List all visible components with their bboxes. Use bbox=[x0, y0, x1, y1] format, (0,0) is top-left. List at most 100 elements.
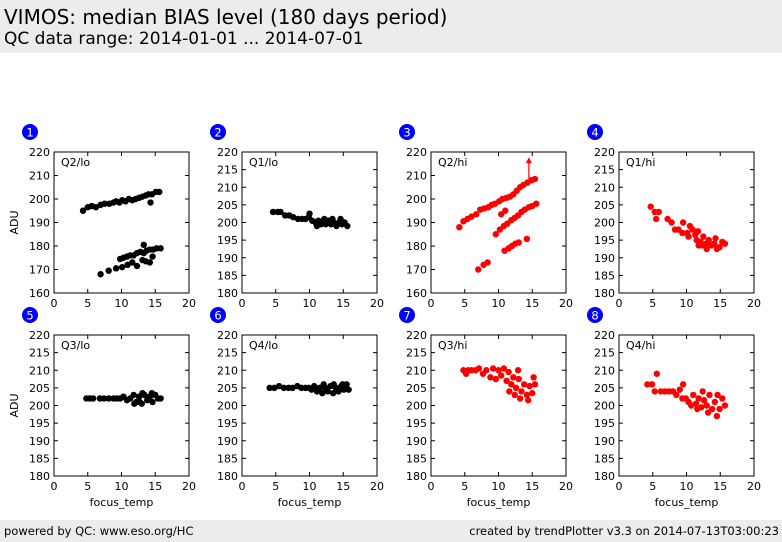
data-point bbox=[652, 215, 660, 223]
data-point bbox=[340, 386, 348, 393]
panel-number-label: 6 bbox=[214, 309, 221, 323]
data-point bbox=[716, 405, 723, 413]
data-point bbox=[703, 402, 710, 409]
data-point bbox=[695, 395, 702, 402]
data-point bbox=[531, 175, 539, 183]
panel-number-badge bbox=[399, 124, 415, 140]
data-point bbox=[712, 235, 719, 242]
x-tick-label: 10 bbox=[303, 480, 317, 493]
y-tick-label: 220 bbox=[217, 146, 238, 159]
data-point bbox=[529, 389, 536, 397]
x-tick-label: 5 bbox=[272, 480, 279, 493]
panel-number-badge bbox=[22, 307, 38, 323]
panel-number-label: 1 bbox=[26, 126, 33, 140]
data-point bbox=[329, 215, 336, 223]
scatter-panel-4: 0 5 10 15 20 180 185 190 195 200 205 210 215 220 Q1/hi… bbox=[587, 124, 761, 310]
data-point bbox=[704, 409, 712, 416]
y-tick-label: 205 bbox=[594, 382, 615, 395]
x-tick-label: 10 bbox=[492, 480, 506, 493]
panel-number-badge bbox=[587, 124, 603, 140]
data-point bbox=[518, 388, 525, 395]
data-point bbox=[475, 266, 482, 273]
data-point bbox=[112, 265, 120, 272]
data-point bbox=[105, 267, 112, 274]
data-point bbox=[100, 395, 108, 402]
x-tick-label: 0 bbox=[51, 297, 58, 310]
plot-frame bbox=[53, 151, 190, 294]
x-tick-label: 15 bbox=[336, 480, 350, 493]
y-tick-label: 195 bbox=[217, 234, 238, 247]
data-point bbox=[508, 381, 515, 388]
data-point bbox=[706, 391, 713, 399]
scatter-panel-6: 0 5 10 15 20 180 185 190 195 200 205 210 215 220 Q4/lo… bbox=[210, 307, 384, 509]
data-point bbox=[651, 388, 658, 395]
y-tick-label: 195 bbox=[29, 417, 50, 430]
footer-created-by: created by trendPlotter v3.3 on 2014-07-… bbox=[469, 524, 779, 538]
x-tick-label: 5 bbox=[461, 480, 468, 493]
panel-number-label: 8 bbox=[591, 309, 598, 323]
x-tick-label: 0 bbox=[239, 297, 246, 310]
data-point bbox=[146, 259, 154, 266]
panel-number-badge bbox=[210, 124, 226, 140]
data-point bbox=[339, 381, 346, 388]
data-point bbox=[510, 374, 517, 381]
data-point bbox=[511, 391, 518, 399]
data-point bbox=[668, 219, 675, 226]
y-tick-label: 190 bbox=[217, 435, 238, 448]
header-bar: VIMOS: median BIAS level (180 days perio… bbox=[0, 0, 782, 53]
y-tick-label: 170 bbox=[406, 264, 427, 277]
panel-number-label: 4 bbox=[591, 126, 598, 140]
x-tick-label: 0 bbox=[51, 480, 58, 493]
data-point bbox=[492, 231, 499, 238]
scatter-panel-7: 0 5 10 15 20 180 185 190 195 200 205 210 215 220 Q3/hi… bbox=[399, 307, 573, 509]
plot-frame bbox=[618, 151, 755, 294]
y-tick-label: 180 bbox=[29, 470, 50, 483]
y-tick-label: 190 bbox=[594, 252, 615, 265]
x-tick-label: 20 bbox=[559, 480, 573, 493]
scatter-panel-2: 0 5 10 15 20 180 185 190 195 200 205 210 215 220 Q1/lo… bbox=[210, 124, 384, 310]
data-point bbox=[306, 210, 313, 217]
data-point bbox=[129, 259, 136, 266]
data-point bbox=[101, 200, 108, 207]
data-point bbox=[692, 400, 700, 407]
page-title: VIMOS: median BIAS level (180 days perio… bbox=[4, 5, 448, 29]
y-tick-label: 215 bbox=[594, 347, 615, 360]
data-point bbox=[475, 365, 483, 372]
panel-number-badge bbox=[22, 124, 38, 140]
data-point bbox=[133, 262, 141, 270]
y-tick-label: 190 bbox=[217, 252, 238, 265]
y-tick-label: 220 bbox=[594, 329, 615, 342]
y-tick-label: 210 bbox=[217, 364, 238, 377]
data-point bbox=[505, 368, 512, 376]
y-tick-label: 210 bbox=[594, 181, 615, 194]
panel-number-label: 2 bbox=[214, 126, 221, 140]
y-tick-label: 215 bbox=[594, 164, 615, 177]
data-point bbox=[525, 397, 532, 404]
y-tick-label: 170 bbox=[29, 264, 50, 277]
y-tick-label: 210 bbox=[29, 364, 50, 377]
data-point bbox=[149, 398, 156, 406]
data-point bbox=[139, 389, 146, 397]
y-tick-label: 185 bbox=[406, 452, 427, 465]
data-point bbox=[337, 215, 344, 223]
data-point bbox=[79, 207, 87, 214]
y-tick-label: 195 bbox=[406, 417, 427, 430]
x-tick-label: 10 bbox=[492, 297, 506, 310]
scatter-panel-3: 0 5 10 15 20 160 170 180 190 200 210 220 Q2/hi 3 bbox=[399, 124, 573, 310]
x-tick-label: 20 bbox=[182, 480, 196, 493]
x-tick-label: 5 bbox=[461, 297, 468, 310]
y-tick-label: 215 bbox=[406, 347, 427, 360]
panel-label: Q3/hi bbox=[438, 339, 467, 352]
y-tick-label: 220 bbox=[594, 146, 615, 159]
scatter-panel-8: 0 5 10 15 20 180 185 190 195 200 205 210 215 220 Q4/hi… bbox=[587, 307, 761, 509]
data-point bbox=[690, 391, 697, 399]
y-tick-label: 210 bbox=[406, 364, 427, 377]
data-point bbox=[319, 389, 326, 397]
x-tick-label: 0 bbox=[616, 480, 623, 493]
y-tick-label: 205 bbox=[594, 199, 615, 212]
y-tick-label: 200 bbox=[406, 193, 427, 206]
data-point bbox=[655, 208, 663, 216]
y-tick-label: 195 bbox=[594, 417, 615, 430]
panel-number-badge bbox=[399, 307, 415, 323]
data-point bbox=[514, 367, 522, 374]
